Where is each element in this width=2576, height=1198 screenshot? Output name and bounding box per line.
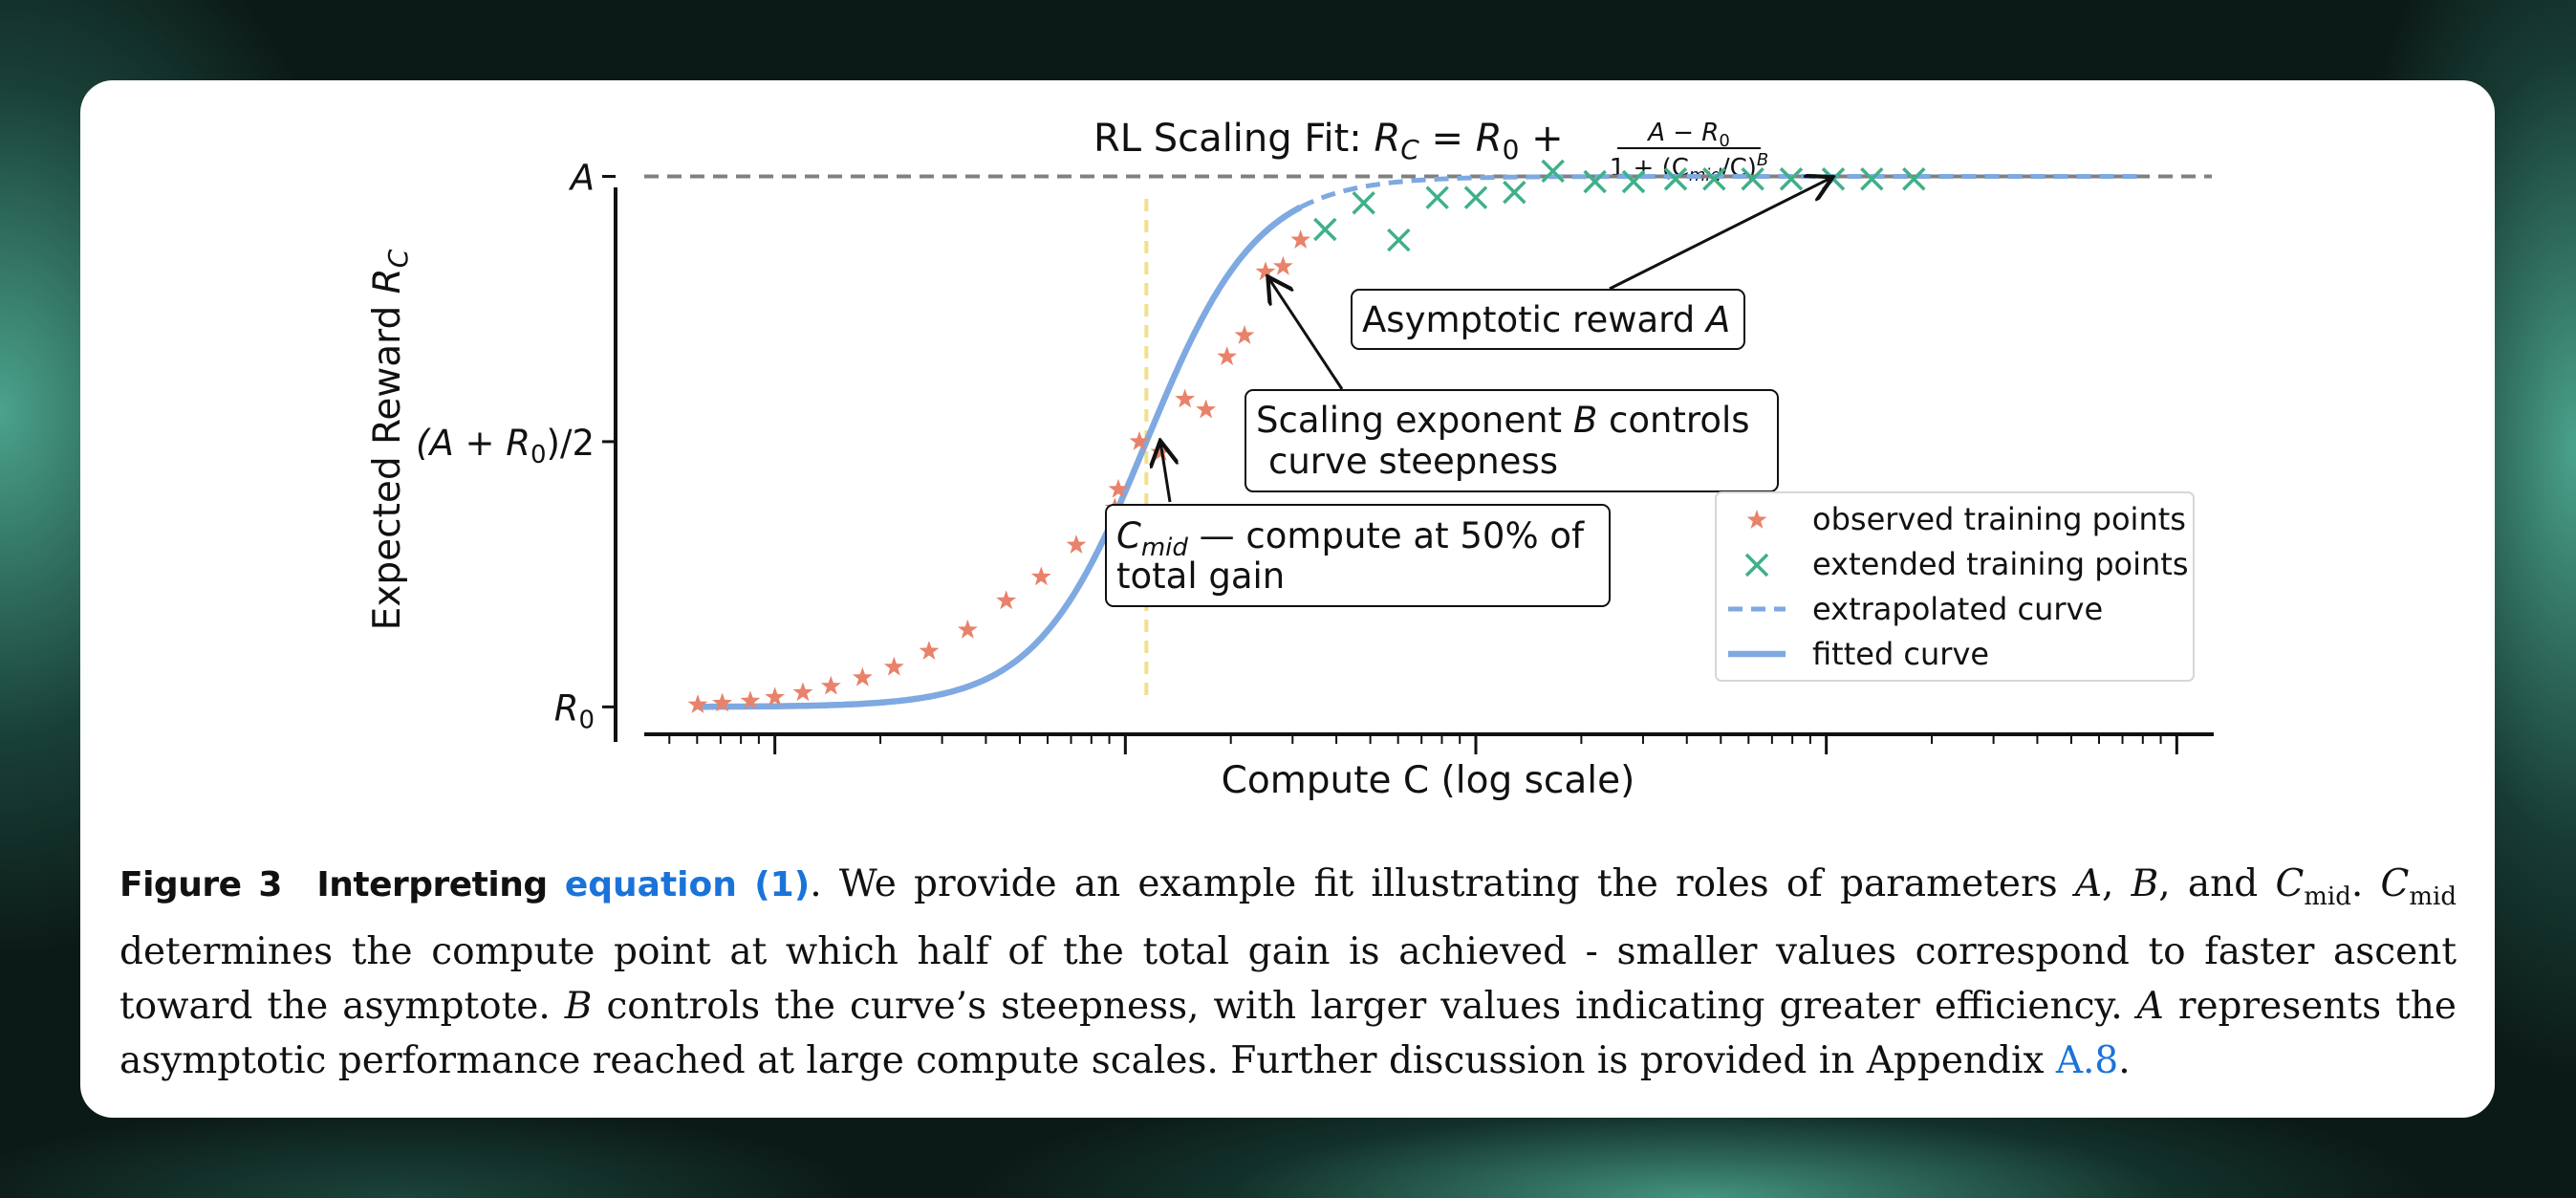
svg-text:curve steepness: curve steepness — [1268, 441, 1558, 482]
legend-marker-extended — [1744, 553, 1769, 577]
extended-point — [1779, 167, 1804, 191]
arrow-scaling — [1269, 279, 1344, 390]
extended-point — [1541, 159, 1565, 184]
chart-legend: observed training points extended traini… — [1715, 491, 2195, 682]
observed-point — [1255, 261, 1276, 281]
extended-point — [1503, 180, 1526, 205]
svg-text:Asymptotic reward A: Asymptotic reward A — [1362, 299, 1730, 340]
caption-title: Interpreting — [316, 865, 548, 904]
fitted-curve — [698, 204, 1303, 710]
extended-point — [1702, 167, 1726, 191]
observed-point — [1066, 534, 1087, 555]
observed-point — [1217, 346, 1238, 366]
caption-figure-label: Figure 3 — [119, 865, 282, 904]
arrow-asymptotic — [1609, 178, 1830, 291]
extended-point — [1313, 217, 1337, 242]
x-axis-label: Compute C (log scale) — [1222, 759, 1635, 802]
svg-text:RL Scaling Fit: RC = R0 +: RL Scaling Fit: RC = R0 + — [1093, 117, 1564, 165]
figure-caption: Figure 3 Interpreting equation (1). We p… — [119, 862, 2457, 1082]
observed-point — [1234, 324, 1255, 344]
observed-point — [765, 686, 786, 707]
extended-point — [1583, 169, 1607, 194]
y-tick-label: R0 — [554, 687, 595, 734]
extended-point — [1425, 185, 1449, 209]
annotation-c-mid: Cmid — compute at 50% of total gain — [1105, 444, 1611, 607]
y-tick-label: (A + R0)/2 — [416, 423, 595, 469]
observed-point — [919, 641, 940, 660]
observed-point — [883, 656, 904, 676]
svg-text:A − R0: A − R0 — [1646, 119, 1730, 151]
observed-point — [820, 675, 841, 695]
extended-point — [1352, 190, 1375, 215]
observed-point — [957, 619, 978, 639]
observed-point — [687, 694, 708, 714]
observed-point — [1272, 255, 1293, 275]
observed-point — [852, 666, 873, 686]
chart-title: RL Scaling Fit: RC = R0 + A − R0 1 + (Cm… — [1093, 117, 1768, 185]
scaling-chart: RL Scaling Fit: RC = R0 + A − R0 1 + (Cm… — [366, 117, 2214, 802]
extended-point — [1387, 228, 1411, 252]
observed-point — [792, 682, 813, 702]
appendix-link[interactable]: A.8 — [2055, 1038, 2119, 1082]
extended-point — [1741, 167, 1764, 191]
legend-label-fitted: fitted curve — [1812, 636, 1989, 672]
extended-point — [1621, 169, 1646, 194]
extended-point — [1463, 185, 1488, 209]
extended-point — [1860, 167, 1884, 191]
annotation-scaling-exponent: Scaling exponent B controls curve steepn… — [1245, 279, 1779, 492]
observed-point — [1290, 229, 1311, 249]
svg-text:Cmid — compute at 50% of: Cmid — compute at 50% of — [1116, 515, 1585, 562]
observed-point — [1030, 566, 1051, 586]
annotation-asymptotic-reward: Asymptotic reward A — [1351, 178, 1830, 350]
extended-point — [1663, 167, 1688, 191]
y-tick-label: A — [569, 157, 595, 198]
y-axis-label: Expected Reward RC — [366, 249, 414, 630]
svg-text:total gain: total gain — [1116, 555, 1285, 597]
figure-card: RL Scaling Fit: RC = R0 + A − R0 1 + (Cm… — [80, 80, 2495, 1118]
extended-point — [1902, 167, 1926, 191]
legend-label-extrapolated: extrapolated curve — [1812, 591, 2103, 627]
extrapolated-curve — [1299, 174, 2142, 209]
equation-link[interactable]: equation (1) — [564, 865, 811, 904]
observed-point — [1175, 388, 1196, 408]
legend-label-extended: extended training points — [1812, 546, 2188, 582]
legend-label-observed: observed training points — [1812, 501, 2186, 537]
observed-point — [996, 590, 1017, 610]
arrow-cmid — [1160, 444, 1170, 503]
svg-text:Scaling exponent B controls: Scaling exponent B controls — [1256, 400, 1750, 441]
observed-point — [1196, 399, 1217, 419]
